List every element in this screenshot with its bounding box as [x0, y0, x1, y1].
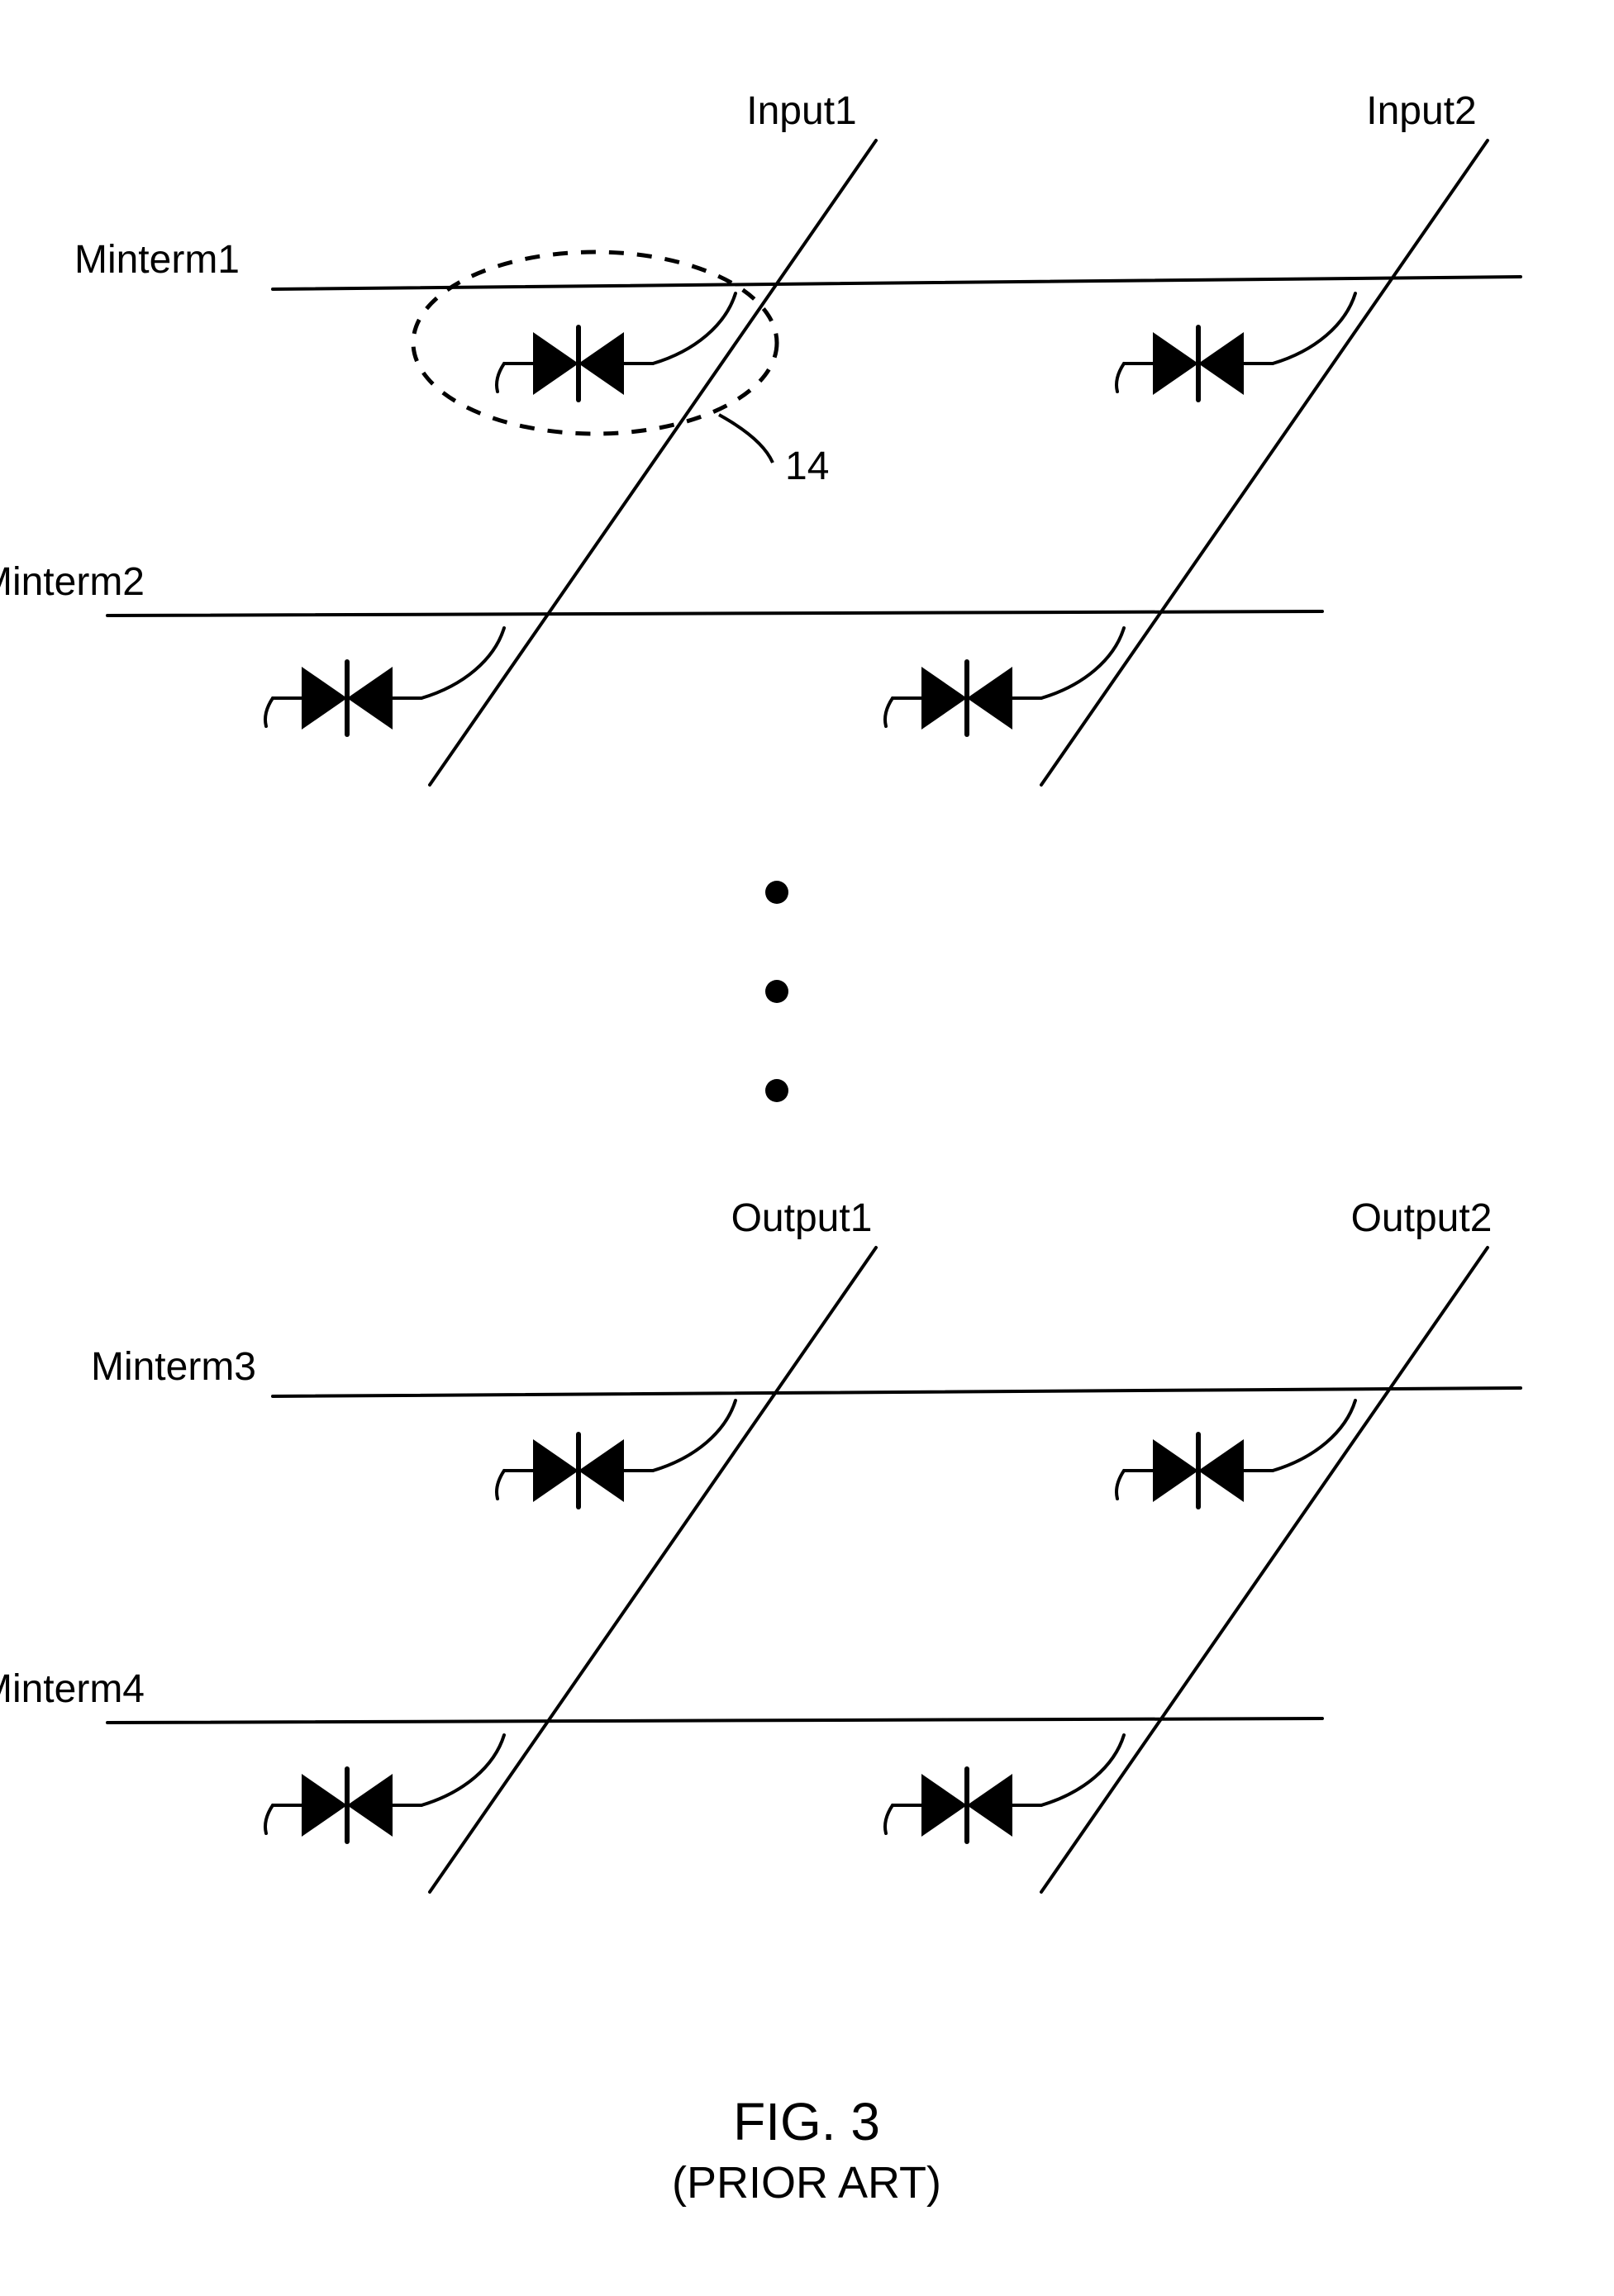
minterm-line [107, 1718, 1322, 1723]
io-label: Output1 [731, 1196, 873, 1240]
minterm-line [107, 611, 1322, 616]
minterm-line [273, 1388, 1521, 1396]
io-label: Input2 [1366, 89, 1476, 133]
io-label: Output2 [1351, 1196, 1493, 1240]
io-label: Input1 [746, 89, 856, 133]
antifuse-device [497, 293, 736, 400]
callout-ellipse [413, 252, 777, 434]
callout-label: 14 [785, 444, 829, 488]
ellipsis-dot [765, 980, 788, 1003]
callout-leader [719, 415, 773, 463]
minterm-label: Minterm4 [0, 1667, 145, 1711]
minterm-label: Minterm2 [0, 560, 145, 604]
antifuse-device [265, 1735, 504, 1842]
minterm-label: Minterm1 [74, 238, 240, 282]
ellipsis-dot [765, 881, 788, 904]
antifuse-device [497, 1400, 736, 1507]
io-line [1041, 1248, 1488, 1892]
figure-svg: Minterm1 Minterm2 Input1 Input2 Minterm3 Mint… [0, 0, 1614, 2296]
antifuse-device [265, 628, 504, 734]
figure-caption: FIG. 3 [733, 2092, 880, 2151]
minterm-label: Minterm3 [91, 1345, 256, 1389]
io-line [1041, 140, 1488, 785]
crossbar-grid-bottom [107, 1248, 1521, 1892]
figure-subcaption: (PRIOR ART) [672, 2158, 941, 2208]
ellipsis-dot [765, 1079, 788, 1102]
io-line [430, 1248, 876, 1892]
